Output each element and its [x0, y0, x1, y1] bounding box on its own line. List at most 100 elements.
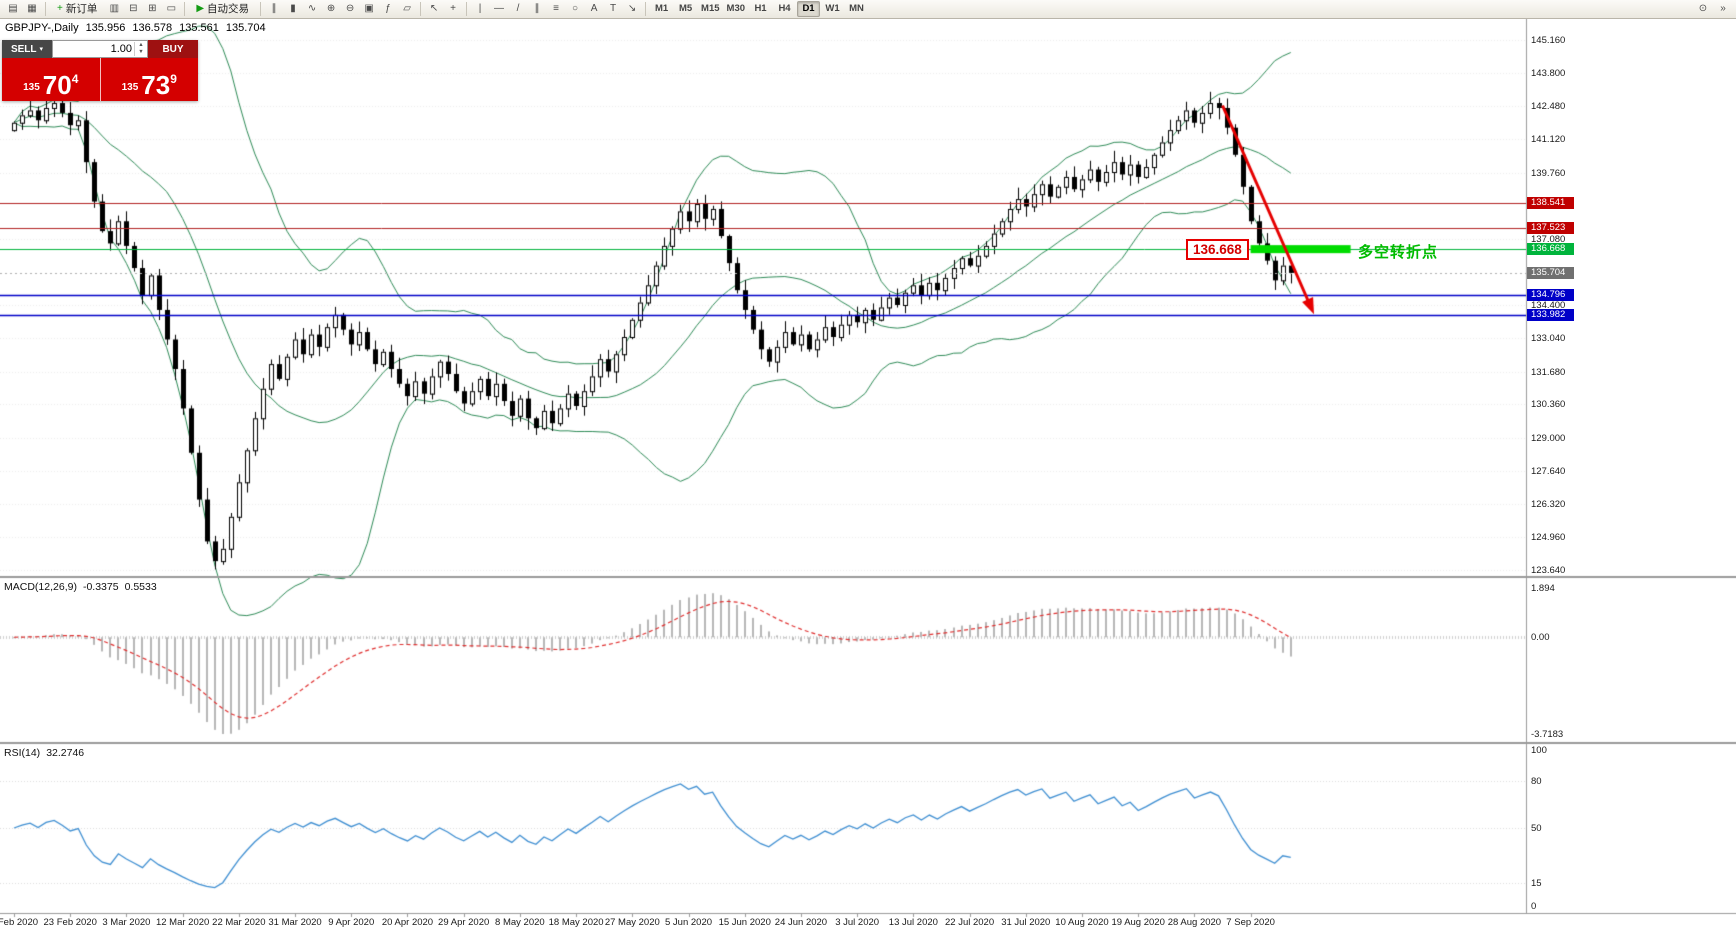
price-divider	[99, 58, 101, 101]
date-axis-label: 7 Sep 2020	[1226, 917, 1275, 928]
auto-trading-icon: ▶	[196, 3, 205, 14]
fibonacci-icon: ≡	[553, 3, 559, 14]
crosshair-button[interactable]: +	[444, 1, 462, 17]
date-axis-label: 19 Aug 2020	[1111, 917, 1165, 928]
buy-price-button[interactable]: 135 73 9	[101, 58, 199, 101]
bars-mode-button[interactable]: ∥	[265, 1, 283, 17]
rsi-axis-label: 80	[1531, 776, 1542, 788]
indicators-button[interactable]: ƒ	[379, 1, 397, 17]
buy-header-button[interactable]: BUY	[148, 40, 198, 58]
price-axis-label: 141.120	[1531, 134, 1566, 146]
toolbar-separator	[45, 2, 46, 16]
sell-label: SELL	[10, 43, 37, 55]
macd-axis-label: 0.00	[1531, 632, 1550, 644]
date-axis-label: 3 Mar 2020	[102, 917, 151, 928]
more-tools-button[interactable]: »	[1714, 1, 1732, 17]
date-axis-label: 5 Jun 2020	[665, 917, 713, 928]
terminal-button[interactable]: ▭	[162, 1, 180, 17]
profiles-button[interactable]: ▦	[23, 1, 41, 17]
sell-header-button[interactable]: SELL ▾	[2, 40, 52, 58]
lot-size-field: ▲ ▼	[52, 40, 148, 58]
channel-button[interactable]: ∥	[528, 1, 546, 17]
date-axis-label: 22 Jul 2020	[945, 917, 995, 928]
timeframe-h1-button[interactable]: H1	[749, 1, 772, 17]
templates-icon: ▱	[403, 3, 411, 14]
text-button[interactable]: A	[585, 1, 603, 17]
timeframe-d1-button[interactable]: D1	[797, 1, 821, 17]
lot-increase-button[interactable]: ▲	[138, 42, 144, 48]
macd-axis-label: -3.7183	[1531, 729, 1564, 740]
label-icon: T	[609, 3, 617, 14]
search-button[interactable]: ⊙	[1694, 1, 1712, 17]
line-mode-button[interactable]: ∿	[303, 1, 321, 17]
date-axis-label: 15 Jun 2020	[718, 917, 771, 928]
chart-title: GBPJPY-,Daily 135.956 136.578 135.561 13…	[5, 22, 266, 34]
cursor-button[interactable]: ↖	[425, 1, 443, 17]
price-axis-label: 137.080	[1531, 233, 1566, 245]
auto-trading-button[interactable]: ▶ 自动交易	[189, 1, 256, 17]
rsi-axis-label: 100	[1531, 745, 1547, 756]
lot-size-input[interactable]	[53, 43, 134, 55]
toolbar: ▤ ▦ + 新订单 ▥ ⊟ ⊞ ▭ ▶ 自动交易 ∥ ▮ ∿ ⊕ ⊖ ▣ ƒ ▱ ↖ + | — / ∥ ≡ ○ A T ↘ M1 M5 M1…	[0, 0, 1736, 19]
lot-spinner: ▲ ▼	[134, 42, 147, 56]
price-axis-tag: 137.523	[1527, 222, 1574, 235]
label-button[interactable]: T	[604, 1, 622, 17]
timeframe-m1-button[interactable]: M1	[650, 1, 673, 17]
date-axis-label: 22 Mar 2020	[212, 917, 266, 928]
buy-big-figure: 135	[121, 82, 139, 93]
date-axis-label: 28 Aug 2020	[1167, 917, 1222, 928]
shapes-icon: ○	[572, 3, 579, 14]
zoom-in-button[interactable]: ⊕	[322, 1, 340, 17]
terminal-icon: ▭	[166, 3, 177, 14]
sell-price-button[interactable]: 135 70 4	[2, 58, 100, 101]
chart-symbol-period: GBPJPY-,Daily	[5, 22, 79, 34]
shapes-button[interactable]: ○	[566, 1, 584, 17]
templates-button[interactable]: ▱	[398, 1, 416, 17]
timeframe-m15-button[interactable]: M15	[698, 1, 722, 17]
date-axis-label: 3 Jul 2020	[835, 917, 880, 928]
lot-decrease-button[interactable]: ▼	[138, 49, 144, 55]
zoom-out-button[interactable]: ⊖	[341, 1, 359, 17]
date-axis-label: 31 Mar 2020	[268, 917, 322, 928]
data-window-button[interactable]: ⊟	[124, 1, 142, 17]
price-axis-tag: 133.982	[1527, 309, 1574, 322]
new-order-label: 新订单	[65, 3, 98, 15]
new-chart-button[interactable]: ▤	[4, 1, 22, 17]
trend-line-icon: /	[516, 3, 520, 14]
date-axis-label: 8 May 2020	[495, 917, 545, 928]
price-axis-label: 124.960	[1531, 532, 1566, 544]
macd-indicator-label: MACD(12,26,9) -0.3375 0.5533	[4, 581, 157, 593]
horizontal-line-icon: —	[494, 3, 505, 14]
rsi-axis-label: 15	[1531, 877, 1542, 889]
price-axis-label: 139.760	[1531, 167, 1566, 179]
tile-windows-button[interactable]: ▣	[360, 1, 378, 17]
timeframe-w1-button[interactable]: W1	[821, 1, 844, 17]
market-watch-button[interactable]: ▥	[105, 1, 123, 17]
price-annotation-label[interactable]: 136.668	[1186, 239, 1249, 260]
horizontal-line-button[interactable]: —	[490, 1, 508, 17]
price-axis-label: 123.640	[1531, 565, 1566, 576]
text-icon: A	[590, 3, 598, 14]
turning-point-text: 多空转折点	[1358, 244, 1439, 261]
date-axis-label: 20 Apr 2020	[381, 917, 434, 928]
timeframe-h4-button[interactable]: H4	[773, 1, 796, 17]
arrows-button[interactable]: ↘	[623, 1, 641, 17]
navigator-button[interactable]: ⊞	[143, 1, 161, 17]
candles-mode-button[interactable]: ▮	[284, 1, 302, 17]
fibonacci-button[interactable]: ≡	[547, 1, 565, 17]
timeframe-m30-button[interactable]: M30	[724, 1, 748, 17]
macd-signal-value: 0.5533	[124, 581, 157, 593]
trend-line-button[interactable]: /	[509, 1, 527, 17]
one-click-trading-panel: SELL ▾ ▲ ▼ BUY 135 70 4	[2, 40, 198, 101]
vertical-line-button[interactable]: |	[471, 1, 489, 17]
new-order-button[interactable]: + 新订单	[50, 1, 104, 17]
timeframe-m5-button[interactable]: M5	[674, 1, 697, 17]
price-axis-label: 143.800	[1531, 68, 1566, 80]
timeframe-mn-button[interactable]: MN	[845, 1, 868, 17]
chart-open-value: 135.956	[85, 22, 126, 34]
price-axis-label: 133.040	[1531, 333, 1566, 345]
price-axis-label: 129.000	[1531, 432, 1566, 444]
vertical-line-icon: |	[478, 3, 482, 14]
